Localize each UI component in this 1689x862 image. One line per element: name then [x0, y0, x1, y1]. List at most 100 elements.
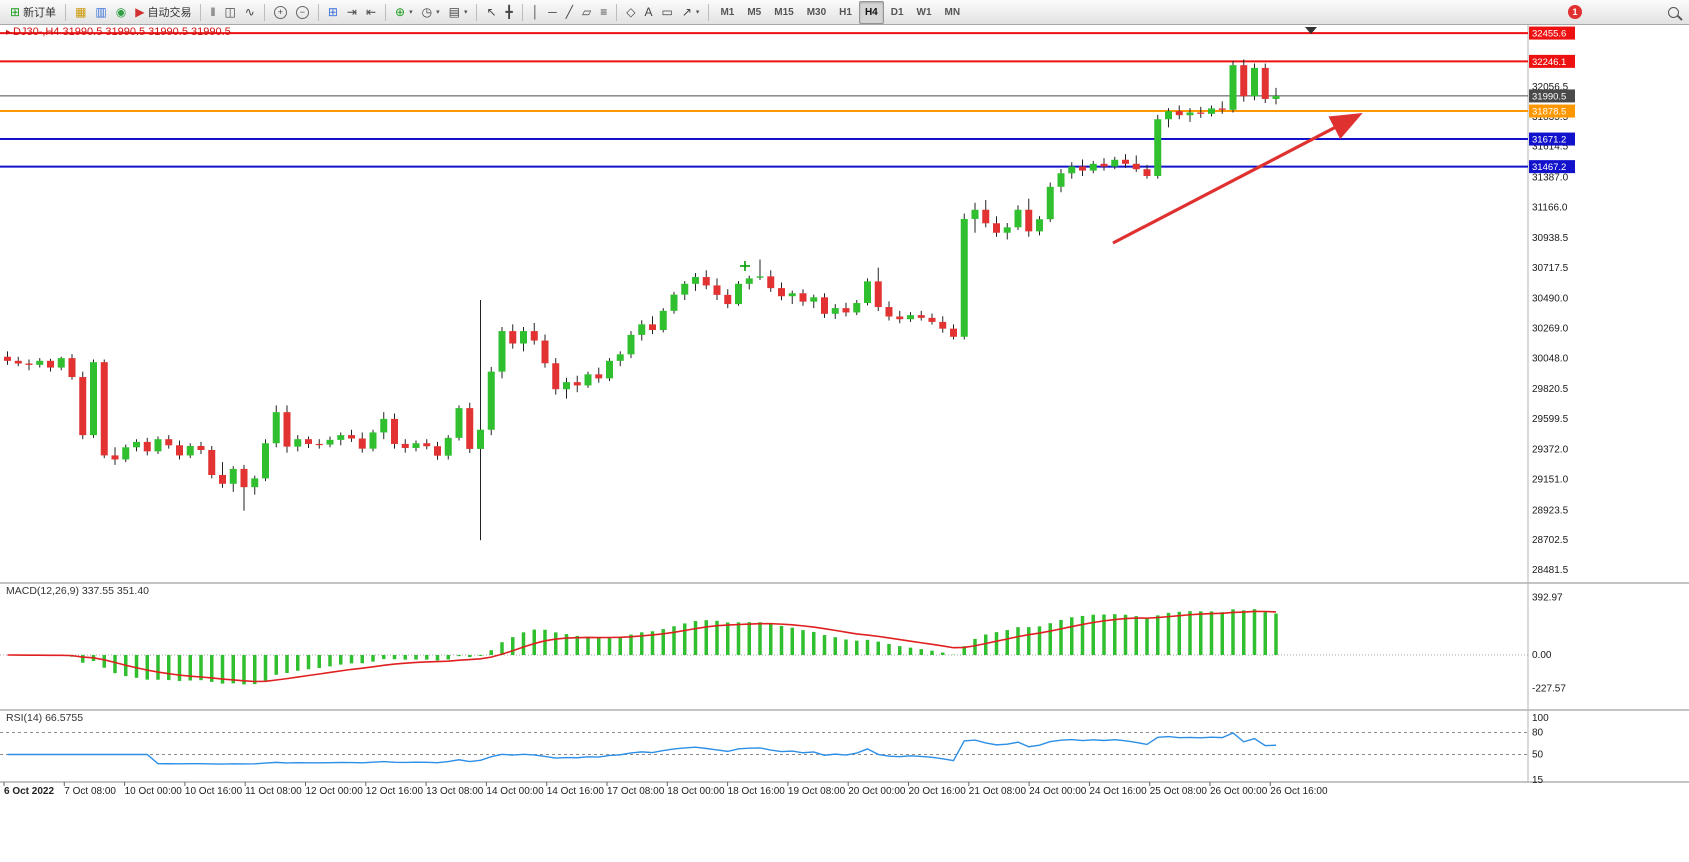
svg-text:32455.6: 32455.6 — [1532, 29, 1566, 40]
timeframe-m1-button[interactable]: M1 — [714, 1, 740, 24]
toolbar-separator — [65, 3, 67, 21]
svg-text:100: 100 — [1532, 713, 1549, 724]
svg-text:80: 80 — [1532, 728, 1544, 739]
navigator-icon: ◉ — [115, 5, 127, 19]
svg-text:30717.5: 30717.5 — [1532, 263, 1569, 274]
price-scale[interactable]: 32056.531835.531614.531387.031166.030938… — [1532, 82, 1569, 576]
timeframe-m15-button[interactable]: M15 — [768, 1, 799, 24]
svg-text:29820.5: 29820.5 — [1532, 384, 1569, 395]
horizontal-level-lines[interactable] — [0, 32, 1528, 168]
templates-icon: ▤ — [448, 5, 460, 19]
templates-button[interactable]: ▤ ▾ — [445, 1, 472, 24]
autotrading-icon: ▶ — [135, 5, 145, 19]
vertical-line-button[interactable]: │ — [528, 1, 544, 24]
svg-text:21 Oct 08:00: 21 Oct 08:00 — [969, 786, 1027, 797]
timeframe-m1-button-label: M1 — [720, 6, 735, 18]
svg-text:18 Oct 16:00: 18 Oct 16:00 — [728, 786, 786, 797]
candlestick-chart-button[interactable]: ◫ — [220, 1, 239, 24]
svg-text:-227.57: -227.57 — [1532, 683, 1566, 694]
cursor-icon: ↖ — [486, 5, 497, 19]
timeframe-w1-button[interactable]: W1 — [911, 1, 938, 24]
dropdown-caret-icon: ▾ — [409, 9, 413, 16]
chart-annotations[interactable] — [740, 27, 1363, 271]
svg-text:28923.5: 28923.5 — [1532, 505, 1569, 516]
indicators-icon: ⊕ — [395, 5, 406, 19]
cursor-button[interactable]: ↖ — [482, 1, 500, 24]
equidistant-channel-button[interactable]: ▱ — [578, 1, 595, 24]
chart-shift-button[interactable]: ⇤ — [362, 1, 380, 24]
svg-text:29372.0: 29372.0 — [1532, 445, 1569, 456]
trendline-icon: ╱ — [565, 5, 574, 19]
arrows-icon: ↗ — [681, 5, 692, 19]
autotrading-button[interactable]: ▶ 自动交易 — [131, 1, 195, 24]
svg-text:31467.2: 31467.2 — [1532, 162, 1566, 173]
toolbar-separator — [521, 3, 523, 21]
auto-scroll-button[interactable]: ⇥ — [343, 1, 361, 24]
dropdown-caret-icon: ▾ — [436, 9, 440, 16]
macd-pane: 392.97 0.00 -227.57 — [0, 592, 1566, 694]
svg-text:7 Oct 08:00: 7 Oct 08:00 — [64, 786, 116, 797]
timeframe-m5-button[interactable]: M5 — [741, 1, 767, 24]
symbol-ohlc-label: ▸ DJ30-,H4 31990.5 31990.5 31990.5 31990.… — [6, 26, 231, 38]
search-button[interactable] — [1664, 1, 1683, 24]
macd-indicator-label: MACD(12,26,9) 337.55 351.40 — [6, 585, 150, 597]
fibonacci-button[interactable]: ≡ — [596, 1, 611, 24]
zoom-out-icon: − — [295, 5, 309, 19]
tile-windows-button[interactable]: ⊞ — [324, 1, 342, 24]
shapes-button[interactable]: ◇ — [622, 1, 639, 24]
bar-chart-button[interactable]: ‖ — [206, 1, 219, 24]
zoom-in-icon: + — [273, 5, 287, 19]
timeframe-h1-button[interactable]: H1 — [833, 1, 858, 24]
charts-button[interactable]: ▦ — [71, 1, 90, 24]
svg-text:392.97: 392.97 — [1532, 592, 1563, 603]
timeframe-d1-button[interactable]: D1 — [885, 1, 910, 24]
svg-text:0.00: 0.00 — [1532, 650, 1552, 661]
time-axis[interactable]: 6 Oct 2022 7 Oct 08:00 10 Oct 00:00 10 Oct … — [3, 782, 1328, 797]
new-order-button-label: 新订单 — [23, 7, 57, 19]
fibonacci-icon: ≡ — [600, 5, 608, 19]
autotrading-button-label: 自动交易 — [147, 7, 192, 19]
timeframe-d1-button-label: D1 — [890, 6, 904, 18]
timeframe-m30-button[interactable]: M30 — [801, 1, 832, 24]
timeframe-mn-button[interactable]: MN — [939, 1, 967, 24]
toolbar-separator — [200, 3, 202, 21]
rsi-indicator-label: RSI(14) 66.5755 — [6, 712, 84, 724]
svg-text:32056.5: 32056.5 — [1532, 82, 1569, 93]
svg-text:14 Oct 00:00: 14 Oct 00:00 — [486, 786, 544, 797]
zoom-in-button[interactable]: + — [270, 1, 291, 24]
market-watch-button[interactable]: ▥ — [91, 1, 110, 24]
new-order-icon: ⊞ — [10, 5, 21, 19]
symbol-ohlc-text: DJ30-,H4 31990.5 31990.5 31990.5 31990.5 — [13, 26, 231, 38]
periods-button[interactable]: ◷ ▾ — [418, 1, 444, 24]
svg-text:25 Oct 08:00: 25 Oct 08:00 — [1150, 786, 1208, 797]
line-chart-icon: ∿ — [244, 5, 255, 19]
notification-badge[interactable]: 1 — [1568, 5, 1582, 19]
arrows-button[interactable]: ↗ ▾ — [678, 1, 704, 24]
market-watch-icon: ▥ — [95, 5, 107, 19]
svg-text:50: 50 — [1532, 750, 1544, 761]
text-label-icon: ▭ — [661, 5, 673, 19]
candles-layer — [4, 59, 1280, 541]
timeframe-h4-button[interactable]: H4 — [858, 0, 884, 24]
svg-text:31387.0: 31387.0 — [1532, 172, 1569, 183]
zoom-out-button[interactable]: − — [292, 1, 313, 24]
line-chart-button[interactable]: ∿ — [241, 1, 259, 24]
svg-text:31990.5: 31990.5 — [1532, 91, 1566, 102]
candlestick-chart-icon: ◫ — [224, 5, 236, 19]
crosshair-button[interactable]: ╋ — [502, 1, 517, 24]
horizontal-line-button[interactable]: ─ — [544, 1, 561, 24]
svg-text:20 Oct 00:00: 20 Oct 00:00 — [848, 786, 906, 797]
navigator-button[interactable]: ◉ — [112, 1, 130, 24]
svg-text:10 Oct 16:00: 10 Oct 16:00 — [185, 786, 243, 797]
indicators-button[interactable]: ⊕ ▾ — [391, 1, 417, 24]
text-label-button[interactable]: ▭ — [658, 1, 677, 24]
trendline-button[interactable]: ╱ — [562, 1, 577, 24]
toolbar-separator — [476, 3, 478, 21]
new-order-button[interactable]: ⊞ 新订单 — [6, 1, 60, 24]
text-button[interactable]: A — [641, 1, 657, 24]
svg-text:13 Oct 08:00: 13 Oct 08:00 — [426, 786, 484, 797]
toolbar-separator — [708, 3, 710, 21]
svg-text:31671.2: 31671.2 — [1532, 135, 1566, 146]
line-marker-icon: ▸ — [6, 27, 12, 38]
